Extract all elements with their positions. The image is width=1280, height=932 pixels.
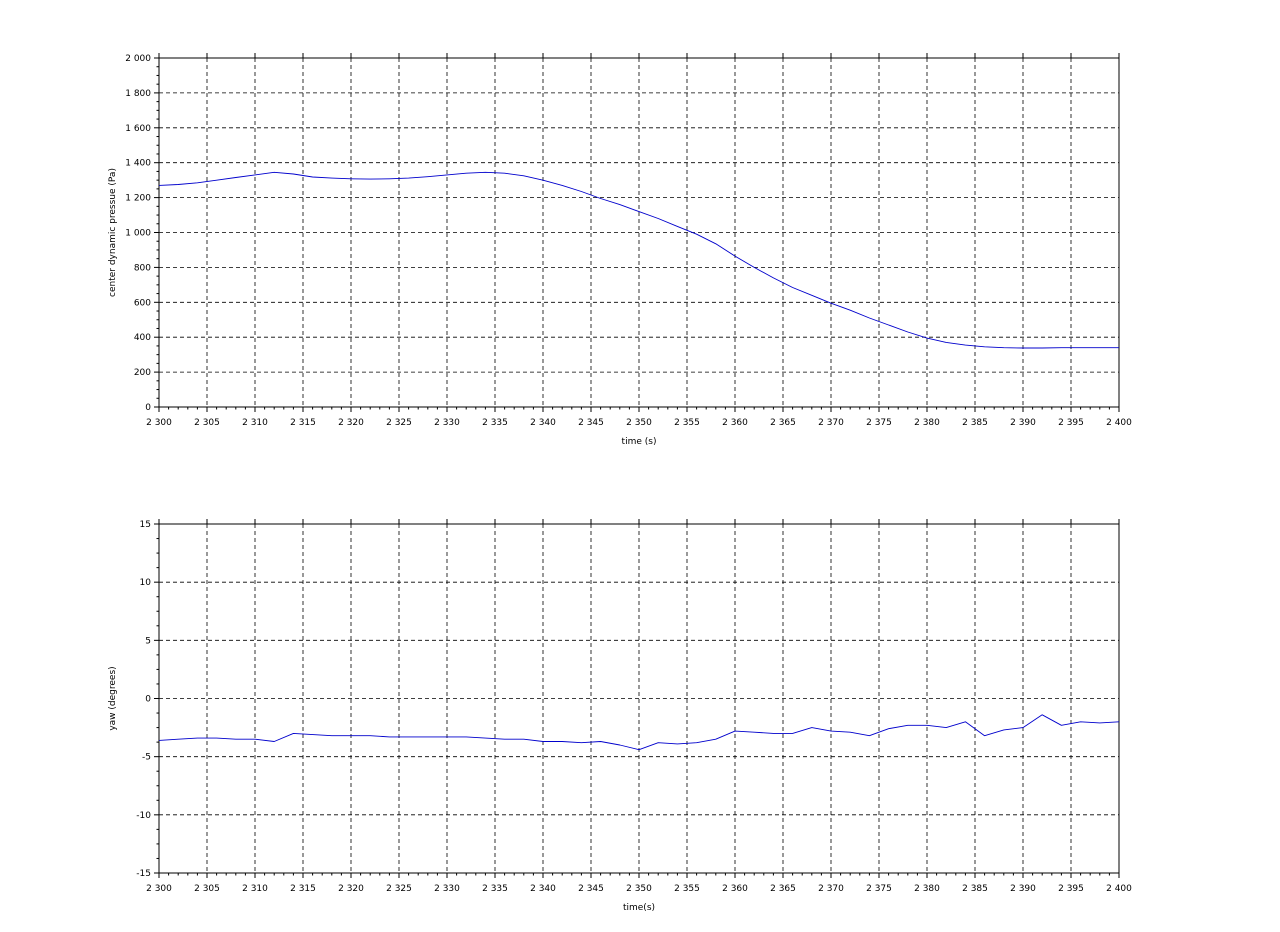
x-tick-label: 2 330 [434,884,460,894]
x-tick-label: 2 375 [866,884,892,894]
x-tick-label: 2 375 [866,418,892,428]
x-tick-label: 2 335 [482,418,508,428]
y-tick-label: 1 600 [125,124,151,134]
x-tick-label: 2 345 [578,884,604,894]
x-tick-label: 2 395 [1058,418,1084,428]
x-tick-label: 2 365 [770,884,796,894]
pressure-chart: 2 300 2 305 2 310 2 315 2 320 2 325 2 330 2 335… [108,53,1132,447]
x-axis-label: time(s) [623,903,655,913]
y-axis-label: yaw (degrees) [108,666,118,730]
y-tick-label: 800 [134,263,151,273]
x-tick-label: 2 385 [962,884,988,894]
x-tick-label: 2 370 [818,418,844,428]
x-tick-label: 2 335 [482,884,508,894]
series-line [158,171,1119,349]
x-tick-label: 2 395 [1058,884,1084,894]
x-tick-label: 2 340 [530,884,556,894]
y-tick-label: 200 [134,368,151,378]
y-axis-label: center dynamic pressue (Pa) [108,168,118,297]
x-tick-label: 2 360 [722,884,748,894]
x-tick-label: 2 345 [578,418,604,428]
x-tick-label: 2 370 [818,884,844,894]
y-tick-label: 600 [134,298,151,308]
yaw-chart: 2 300 2 305 2 310 2 315 2 320 2 325 2 330 2 335… [108,519,1132,913]
x-tick-label: 2 310 [242,418,268,428]
x-axis-label: time (s) [622,437,657,447]
x-tick-label: 2 300 [146,418,172,428]
y-tick-label: 10 [140,578,152,588]
x-tick-label: 2 390 [1010,884,1036,894]
x-tick-label: 2 400 [1106,418,1132,428]
y-tick-label: 2 000 [125,54,151,64]
x-tick-label: 2 400 [1106,884,1132,894]
plot-frame [158,523,1120,874]
x-tick-label: 2 385 [962,418,988,428]
y-tick-label: 1 400 [125,159,151,169]
series-line [158,714,1120,751]
x-tick-label: 2 390 [1010,418,1036,428]
x-tick-label: 2 380 [914,418,940,428]
x-tick-label: 2 300 [146,884,172,894]
x-tick-label: 2 380 [914,884,940,894]
y-tick-label: -10 [136,811,151,821]
y-tick-label: 1 000 [125,229,151,239]
y-tick-label: 15 [140,520,151,530]
y-tick-label: 400 [134,333,151,343]
x-tick-label: 2 315 [290,418,316,428]
x-tick-label: 2 320 [338,884,364,894]
x-tick-label: 2 325 [386,884,412,894]
x-tick-label: 2 365 [770,418,796,428]
x-tick-label: 2 305 [194,418,220,428]
x-tick-label: 2 355 [674,418,700,428]
x-tick-label: 2 310 [242,884,268,894]
plot-frame [158,57,1120,408]
x-tick-label: 2 305 [194,884,220,894]
y-tick-label: -15 [136,869,151,879]
y-tick-label: 5 [145,636,151,646]
x-tick-label: 2 320 [338,418,364,428]
y-tick-label: 1 200 [125,194,151,204]
x-tick-label: 2 330 [434,418,460,428]
x-tick-label: 2 360 [722,418,748,428]
y-tick-label: 0 [145,403,151,413]
y-tick-label: -5 [142,753,151,763]
x-tick-label: 2 315 [290,884,316,894]
x-tick-label: 2 350 [626,884,652,894]
y-tick-label: 1 800 [125,89,151,99]
x-tick-label: 2 340 [530,418,556,428]
x-tick-label: 2 350 [626,418,652,428]
x-tick-label: 2 325 [386,418,412,428]
y-tick-label: 0 [145,695,151,705]
x-tick-label: 2 355 [674,884,700,894]
